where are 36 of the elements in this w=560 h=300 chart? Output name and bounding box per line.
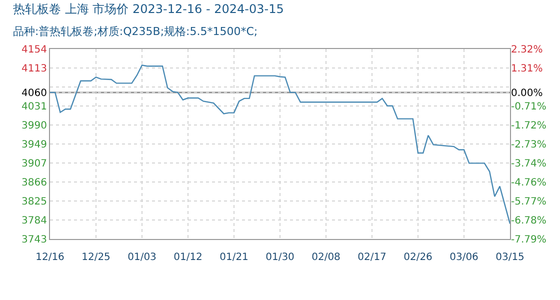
y2-tick-label: -0.71%: [511, 101, 546, 112]
y-tick-label: 3990: [22, 120, 47, 132]
y2-tick-label: -6.78%: [511, 216, 546, 227]
y2-tick-label: -2.73%: [511, 139, 546, 150]
y2-tick-label: -1.72%: [511, 120, 546, 132]
y2-tick-label: -3.74%: [511, 158, 546, 170]
x-tick-label: 01/21: [220, 252, 248, 263]
y-tick-label: 3949: [22, 139, 47, 150]
x-tick-label: 01/12: [174, 252, 202, 263]
x-tick-label: 02/08: [312, 252, 340, 263]
y2-tick-label: 0.00%: [511, 88, 543, 100]
x-tick-label: 12/16: [36, 252, 64, 263]
x-tick-label: 01/30: [266, 252, 294, 263]
y-tick-label: 3825: [22, 196, 47, 208]
x-tick-label: 02/17: [358, 252, 386, 263]
chart-subtitle: 品种:普热轧板卷;材质:Q235B;规格:5.5*1500*C;: [13, 25, 258, 38]
x-tick-label: 12/25: [82, 252, 110, 263]
x-tick-label: 03/06: [450, 252, 478, 263]
x-tick-label: 01/03: [128, 252, 156, 263]
chart-title: 热轧板卷 上海 市场价 2023-12-16 - 2024-03-15: [13, 2, 284, 16]
y-tick-label: 4154: [22, 44, 47, 56]
line-series: [50, 64, 510, 224]
y2-tick-label: 2.32%: [511, 44, 543, 56]
y-tick-label: 4031: [22, 101, 47, 112]
y-tick-label: 3743: [22, 234, 47, 246]
y2-tick-label: -5.77%: [511, 196, 546, 208]
y-tick-label: 3907: [22, 158, 47, 170]
y2-tick-label: -4.76%: [511, 178, 546, 189]
x-tick-label: 02/26: [404, 252, 432, 263]
y2-tick-label: -7.79%: [511, 234, 546, 246]
x-tick-label: 03/15: [496, 252, 524, 263]
y-tick-label: 3784: [22, 216, 47, 227]
y-tick-label: 4113: [22, 63, 47, 74]
y-tick-label: 4060: [22, 88, 47, 99]
y-tick-label: 3866: [22, 178, 47, 189]
y2-tick-label: 1.31%: [511, 63, 543, 74]
